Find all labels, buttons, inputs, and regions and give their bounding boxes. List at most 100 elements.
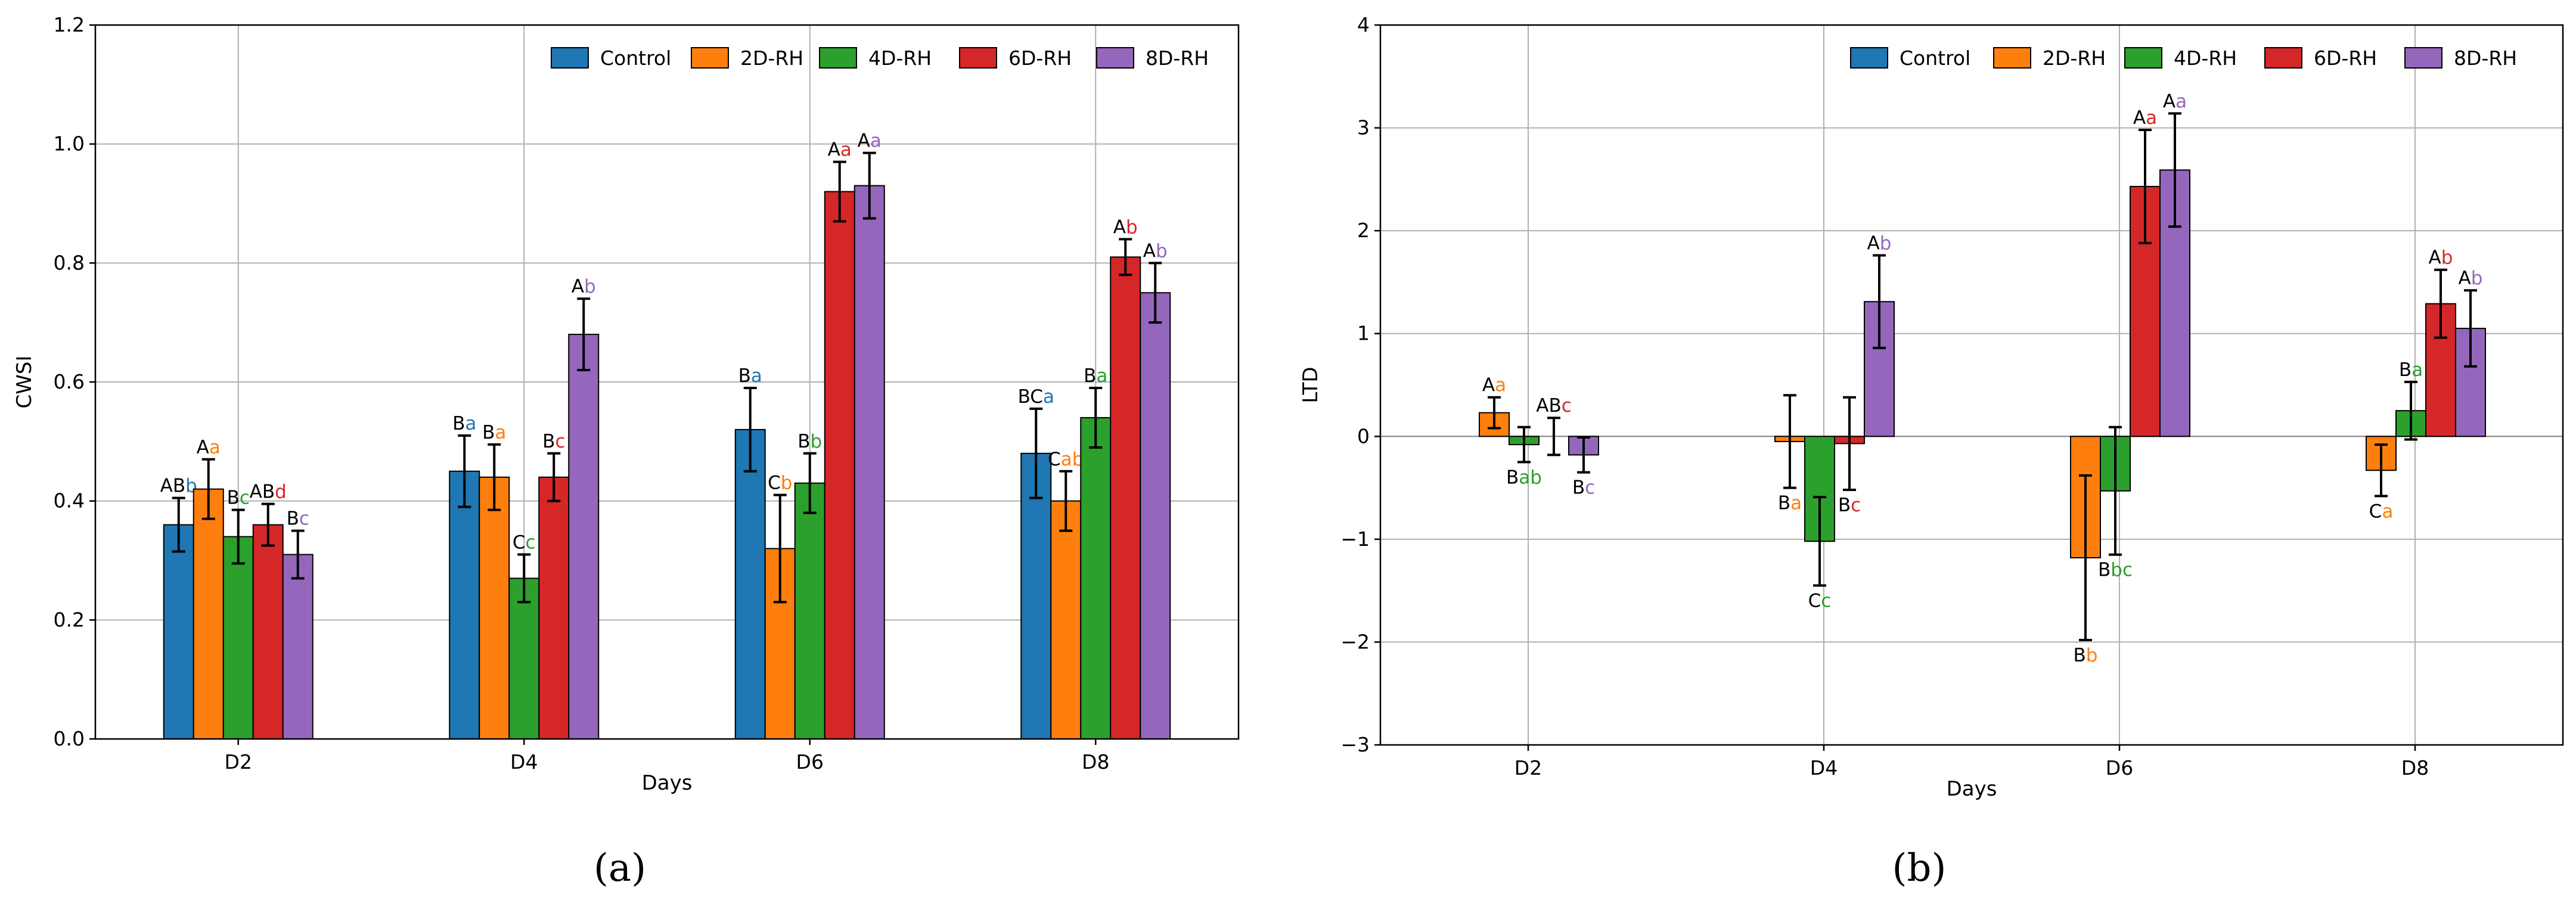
legend-label: Control	[600, 46, 671, 70]
significance-label: Ca	[2369, 501, 2394, 522]
x-tick-label: D4	[1810, 756, 1838, 779]
legend-swatch-4D-RH	[819, 47, 857, 69]
legend-swatch-Control	[1850, 47, 1888, 69]
bar-2D-RH-D8	[1050, 500, 1082, 740]
significance-upper: B	[482, 422, 495, 443]
significance-lower: c	[555, 431, 565, 452]
significance-lower: a	[2411, 359, 2423, 381]
legend-swatch-4D-RH	[2124, 47, 2162, 69]
significance-upper: A	[1867, 233, 1880, 254]
bar-8D-RH-D2	[282, 554, 314, 740]
legend-swatch-2D-RH	[691, 47, 729, 69]
bar-Control-D6	[734, 428, 766, 740]
y-tick-label: −3	[1340, 733, 1370, 756]
significance-lower: b	[1126, 216, 1138, 238]
x-tick-label: D6	[2106, 756, 2133, 779]
legend-swatch-2D-RH	[1993, 47, 2031, 69]
significance-label: Ab	[1143, 240, 1168, 262]
significance-lower: a	[2175, 91, 2187, 112]
legend-label: 4D-RH	[2174, 46, 2237, 70]
bar-6D-RH-D4	[538, 476, 570, 740]
significance-upper: A	[2133, 107, 2146, 129]
bar-2D-RH-D4	[479, 476, 510, 740]
significance-label: Cc	[1808, 591, 1832, 612]
significance-lower: b	[2471, 268, 2483, 289]
legend-swatch-Control	[551, 47, 589, 69]
y-tick-label: 1.0	[54, 132, 85, 156]
legend-swatch-6D-RH	[2264, 47, 2302, 69]
legend: Control 2D-RH 4D-RH 6D-RH 8D-RH	[551, 46, 1209, 70]
bar-Control-D4	[449, 470, 480, 740]
significance-lower: ab	[1061, 449, 1084, 470]
bar-Control-D8	[1020, 452, 1052, 740]
bar-6D-RH-D2	[252, 524, 284, 740]
significance-lower: b	[2441, 247, 2453, 269]
significance-upper: C	[1808, 591, 1821, 612]
significance-lower: a	[2382, 501, 2393, 522]
significance-upper: B	[542, 431, 555, 452]
x-tick-label: D2	[225, 750, 252, 774]
bar-4D-RH-D6	[794, 482, 825, 740]
x-tick-label: D2	[1514, 756, 1542, 779]
significance-lower: a	[1043, 386, 1054, 408]
significance-upper: C	[1048, 449, 1061, 470]
y-tick-label: 0.6	[54, 370, 85, 393]
significance-lower: a	[751, 365, 762, 387]
significance-label: Bc	[1572, 477, 1595, 499]
legend-label: 4D-RH	[868, 46, 932, 70]
significance-upper: A	[1143, 240, 1156, 262]
bar-8D-RH-D4	[568, 334, 600, 740]
significance-lower: a	[2146, 107, 2157, 129]
y-tick-label: 0	[1357, 424, 1370, 448]
significance-upper: B	[1084, 365, 1096, 387]
significance-label: Ab	[572, 276, 596, 297]
significance-upper: B	[2074, 645, 2086, 666]
significance-label: Ab	[2459, 268, 2483, 289]
significance-lower: c	[1851, 495, 1861, 516]
y-tick-label: 3	[1357, 116, 1370, 139]
significance-label: Cc	[513, 532, 536, 554]
y-tick-label: 2	[1357, 219, 1370, 242]
significance-lower: b	[1156, 240, 1168, 262]
bar-8D-RH-D8	[1140, 292, 1171, 740]
significance-label: ABd	[250, 482, 287, 503]
x-tick-label: D4	[510, 750, 538, 774]
significance-label: Ba	[452, 413, 476, 434]
significance-label: Aa	[2163, 91, 2187, 112]
y-tick-label: −1	[1340, 527, 1370, 551]
significance-upper: C	[513, 532, 526, 554]
significance-lower: b	[811, 431, 823, 452]
significance-upper: AB	[250, 482, 275, 503]
y-axis-label: LTD	[1299, 366, 1323, 403]
significance-upper: C	[2369, 501, 2382, 522]
significance-upper: B	[1572, 477, 1585, 499]
significance-upper: B	[1838, 495, 1851, 516]
significance-lower: a	[1096, 365, 1107, 387]
significance-lower: a	[209, 437, 221, 458]
legend-swatch-6D-RH	[959, 47, 997, 69]
significance-label: Cb	[768, 473, 792, 494]
significance-label: Bb	[797, 431, 822, 452]
significance-label: Bc	[227, 487, 250, 509]
y-tick-label: 1.2	[54, 13, 85, 36]
legend-swatch-8D-RH	[2404, 47, 2442, 69]
bar-6D-RH-D6	[824, 191, 855, 740]
x-tick-label: D6	[796, 750, 824, 774]
significance-upper: A	[1482, 375, 1495, 396]
significance-lower: c	[1585, 477, 1595, 499]
significance-label: Aa	[858, 131, 882, 152]
significance-upper: A	[2163, 91, 2175, 112]
axes-frame	[1379, 24, 2564, 746]
significance-lower: c	[526, 532, 536, 554]
significance-label: Aa	[2133, 107, 2157, 129]
significance-label: Bc	[1838, 495, 1861, 516]
significance-upper: B	[797, 431, 810, 452]
significance-upper: A	[2459, 268, 2471, 289]
significance-upper: AB	[1536, 395, 1561, 417]
significance-upper: B	[738, 365, 751, 387]
significance-upper: A	[197, 437, 209, 458]
significance-label: Ba	[738, 365, 762, 387]
significance-lower: c	[1562, 395, 1572, 417]
significance-upper: B	[287, 508, 299, 530]
